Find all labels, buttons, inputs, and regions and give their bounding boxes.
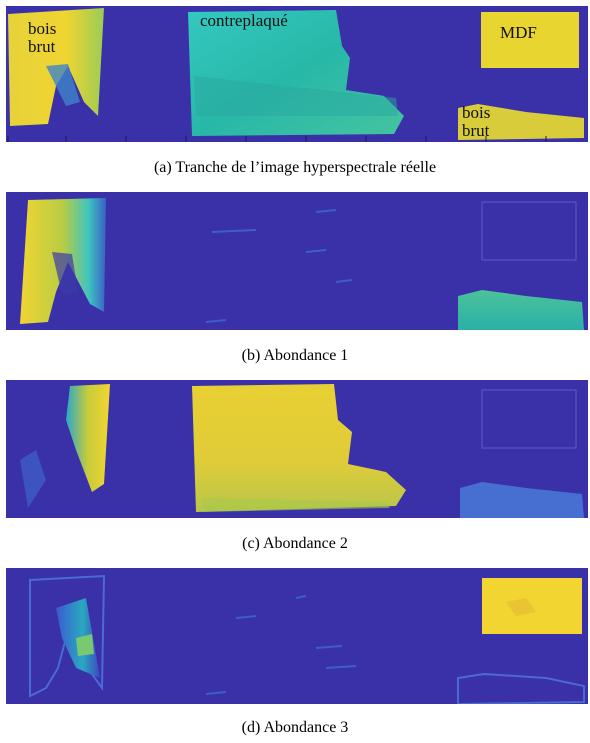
- caption-c: (c) Abondance 2: [242, 535, 348, 552]
- caption-a: (a) Tranche de l’image hyperspectrale ré…: [153, 159, 437, 176]
- label-bois-brut-right: bois brut: [462, 103, 491, 140]
- panel-d-image: [6, 568, 588, 704]
- abundance2-center-region: [192, 384, 406, 512]
- mdf-board-shape: [481, 12, 579, 68]
- panel-c-image: [6, 380, 588, 518]
- abundance1-right-region: [458, 290, 584, 330]
- abundance2-right-region: [460, 482, 584, 518]
- right-board-shape: [458, 104, 584, 140]
- label-bois-brut-left: bois brut: [28, 19, 57, 56]
- panel-a-image: bois brut contreplaqué MDF bois brut: [6, 6, 588, 142]
- panel-b-image: [6, 192, 588, 330]
- label-mdf: MDF: [500, 23, 537, 42]
- abundance2-left-region: [66, 384, 110, 492]
- label-contreplaque: contreplaqué: [200, 11, 288, 30]
- abundance3-mdf-region: [482, 578, 582, 634]
- caption-d: (d) Abondance 3: [241, 719, 349, 736]
- caption-b: (b) Abondance 1: [241, 347, 349, 364]
